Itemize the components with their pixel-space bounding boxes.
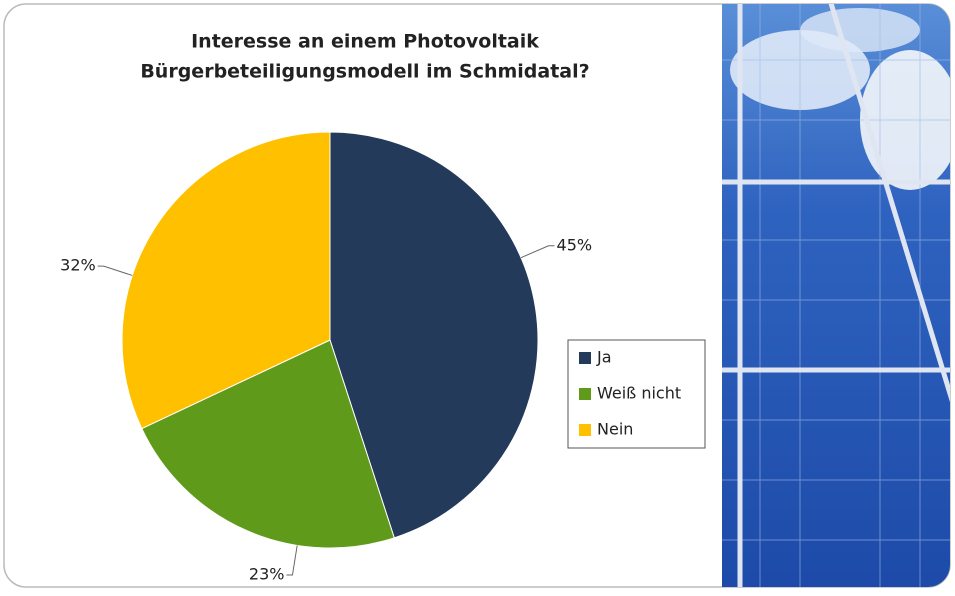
chart-title: Interesse an einem Photovoltaik [191, 31, 539, 53]
chart-title: Bürgerbeteiligungsmodell im Schmidatal? [140, 61, 589, 83]
data-label: 32% [60, 256, 96, 275]
pie-slice [329, 131, 539, 539]
leader-line [286, 545, 298, 576]
pie-slice [121, 131, 331, 430]
leader-line [520, 245, 555, 259]
legend-swatch [579, 424, 591, 436]
legend-label: Weiß nicht [597, 384, 681, 403]
data-label: 45% [557, 235, 593, 254]
leader-line [97, 265, 133, 276]
legend-label: Ja [596, 348, 612, 367]
pie-slice [141, 339, 395, 549]
legend-swatch [579, 388, 591, 400]
legend-label: Nein [597, 420, 633, 439]
solar-photo [722, 4, 950, 587]
legend-swatch [579, 352, 591, 364]
data-label: 23% [249, 565, 285, 584]
